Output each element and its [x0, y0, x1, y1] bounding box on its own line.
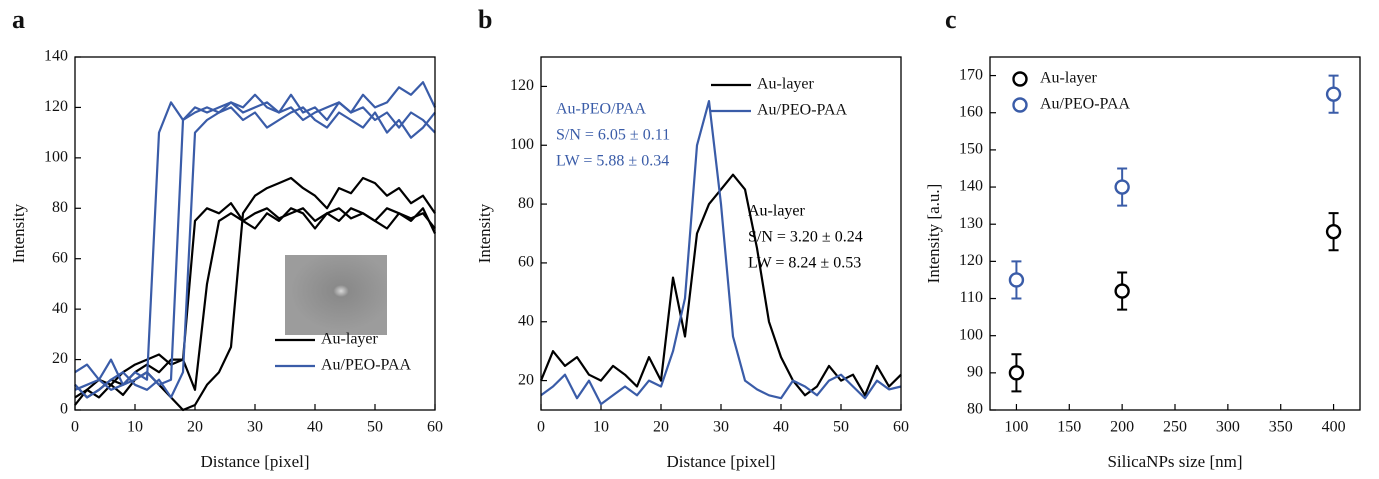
x-tick-label: 20 — [653, 419, 669, 436]
annotation: LW = 8.24 ± 0.53 — [748, 255, 861, 272]
y-tick-label: 100 — [959, 326, 983, 343]
annotation: LW = 5.88 ± 0.34 — [556, 153, 669, 170]
y-tick-label: 0 — [60, 401, 68, 418]
data-point — [1325, 86, 1342, 102]
y-tick-label: 140 — [44, 48, 68, 65]
x-tick-label: 400 — [1322, 419, 1346, 436]
x-tick-label: 10 — [593, 419, 609, 436]
x-tick-label: 150 — [1057, 419, 1081, 436]
plot-frame — [74, 56, 436, 411]
legend-label: Au-layer — [1040, 70, 1098, 87]
data-point — [1114, 179, 1130, 195]
x-tick-label: 30 — [247, 419, 263, 436]
data-point — [1114, 283, 1130, 299]
y-axis-label: Intensity [a.u.] — [924, 184, 943, 284]
plot-frame — [540, 56, 902, 411]
y-tick-label: 170 — [959, 66, 983, 83]
y-axis-label: Intensity — [9, 203, 28, 263]
legend-label: Au-layer — [321, 331, 379, 348]
y-tick-label: 60 — [518, 254, 534, 271]
data-point — [1008, 365, 1025, 381]
data-point — [1325, 223, 1342, 240]
x-tick-label: 0 — [537, 419, 545, 436]
x-axis-label: Distance [pixel] — [666, 452, 775, 471]
annotation: Au-layer — [748, 203, 806, 220]
y-tick-label: 20 — [52, 350, 68, 367]
annotation: Au-PEO/PAA — [556, 101, 647, 118]
panel-label: a — [12, 5, 25, 34]
y-tick-label: 40 — [52, 300, 68, 317]
y-tick-label: 110 — [960, 289, 983, 306]
y-tick-label: 160 — [959, 103, 983, 120]
y-tick-label: 40 — [518, 312, 534, 329]
legend-label: Au-layer — [757, 76, 815, 93]
x-tick-label: 30 — [713, 419, 729, 436]
y-tick-label: 100 — [44, 149, 68, 166]
legend-label: Au/PEO-PAA — [1040, 96, 1131, 113]
legend-marker — [1012, 97, 1028, 113]
y-tick-label: 150 — [959, 141, 983, 158]
y-tick-label: 90 — [967, 364, 983, 381]
x-tick-label: 0 — [71, 419, 79, 436]
x-tick-label: 100 — [1004, 419, 1028, 436]
x-tick-label: 10 — [127, 419, 143, 436]
x-tick-label: 50 — [367, 419, 383, 436]
x-tick-label: 250 — [1163, 419, 1187, 436]
y-tick-label: 120 — [44, 98, 68, 115]
line-trace — [74, 93, 436, 386]
data-point — [1008, 272, 1025, 288]
x-tick-label: 300 — [1216, 419, 1240, 436]
x-tick-label: 60 — [893, 419, 909, 436]
y-tick-label: 80 — [52, 199, 68, 216]
y-tick-label: 80 — [967, 401, 983, 418]
y-tick-label: 60 — [52, 249, 68, 266]
y-tick-label: 130 — [959, 215, 983, 232]
line-trace — [74, 106, 436, 399]
legend-label: Au/PEO-PAA — [321, 357, 412, 374]
line-trace — [539, 173, 902, 397]
line-trace — [540, 100, 902, 406]
x-tick-label: 40 — [307, 419, 323, 436]
x-tick-label: 60 — [427, 419, 443, 436]
panel-label: c — [945, 5, 957, 34]
legend-label: Au/PEO-PAA — [757, 102, 848, 119]
y-axis-label: Intensity — [475, 203, 494, 263]
annotation: S/N = 6.05 ± 0.11 — [556, 127, 670, 144]
y-tick-label: 100 — [510, 136, 534, 153]
x-tick-label: 200 — [1110, 419, 1134, 436]
legend-marker — [1012, 71, 1028, 87]
panel-label: b — [478, 5, 492, 34]
y-tick-label: 120 — [510, 77, 534, 94]
inset-image — [285, 255, 387, 335]
x-axis-label: SilicaNPs size [nm] — [1107, 452, 1242, 471]
y-tick-label: 20 — [518, 371, 534, 388]
y-tick-label: 120 — [959, 252, 983, 269]
x-tick-label: 40 — [773, 419, 789, 436]
line-trace — [74, 81, 436, 391]
x-axis-label: Distance [pixel] — [200, 452, 309, 471]
x-tick-label: 350 — [1269, 419, 1293, 436]
annotation: S/N = 3.20 ± 0.24 — [748, 229, 863, 246]
x-tick-label: 20 — [187, 419, 203, 436]
x-tick-label: 50 — [833, 419, 849, 436]
y-tick-label: 80 — [518, 195, 534, 212]
plot-frame — [989, 56, 1361, 411]
y-tick-label: 140 — [959, 178, 983, 195]
